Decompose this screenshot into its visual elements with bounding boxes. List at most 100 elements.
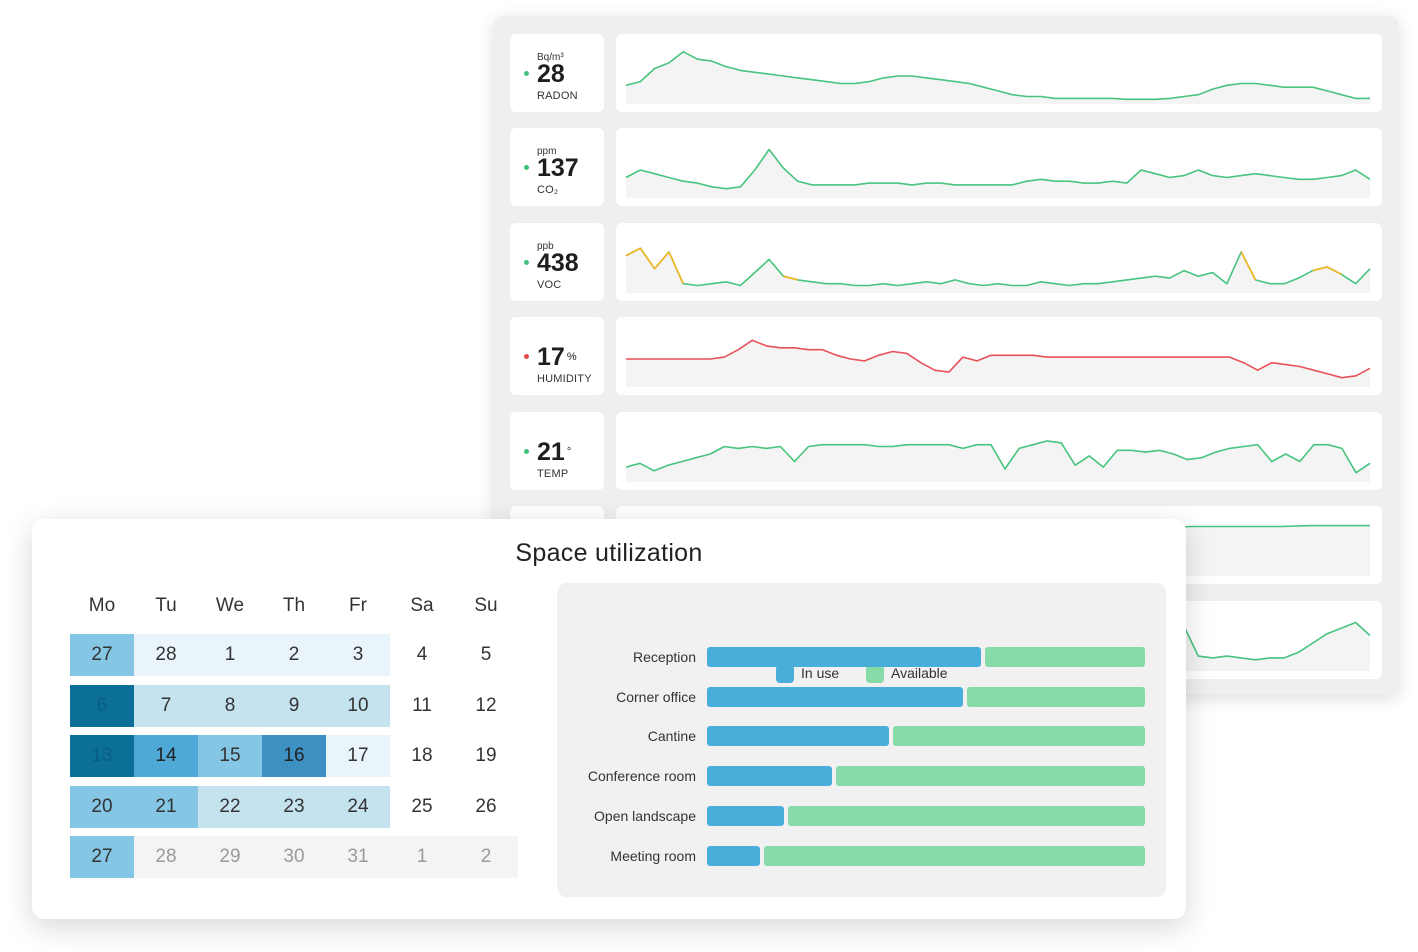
sparkline-warning-segment — [668, 251, 685, 285]
sensor-row-humidity[interactable]: 17% HUMIDITY — [494, 317, 1398, 395]
calendar-day[interactable]: 27 — [70, 634, 134, 676]
sparkline-line — [625, 247, 1371, 287]
calendar-day[interactable]: 22 — [198, 785, 262, 828]
room-label: Cantine — [647, 728, 696, 745]
calendar-day[interactable]: 31 — [326, 836, 390, 878]
calendar-day[interactable]: 1 — [390, 836, 454, 878]
sparkline-warning-segment — [1240, 251, 1257, 281]
sensor-row-co2[interactable]: ppm 137 CO₂ — [494, 128, 1398, 206]
bar-available[interactable] — [763, 845, 1145, 866]
calendar-day[interactable]: 27 — [70, 836, 134, 878]
calendar-day[interactable]: 26 — [454, 785, 518, 828]
sparkline-line — [625, 148, 1371, 190]
sparkline-line — [625, 50, 1370, 101]
calendar-day[interactable]: 2 — [454, 836, 518, 878]
sparkline-chart — [625, 247, 1371, 293]
metric-label: HUMIDITY — [537, 373, 592, 385]
metric-unit: ppm — [537, 146, 557, 157]
bar-available[interactable] — [787, 805, 1145, 826]
calendar-day[interactable]: 6 — [70, 684, 134, 727]
calendar-day[interactable]: 13 — [70, 735, 134, 777]
metric-card[interactable]: 17% HUMIDITY — [510, 317, 604, 395]
bar-in-use[interactable] — [707, 805, 784, 826]
calendar-day[interactable]: 15 — [198, 735, 262, 777]
calendar-day[interactable]: 28 — [134, 836, 198, 878]
calendar-day[interactable]: 4 — [390, 634, 454, 676]
sensor-row-radon[interactable]: Bq/m³ 28 RADON — [494, 34, 1398, 112]
sparkline-card[interactable] — [616, 223, 1382, 301]
calendar-day[interactable]: 10 — [326, 684, 390, 727]
calendar-day[interactable]: 14 — [134, 735, 198, 777]
bar-available[interactable] — [984, 647, 1145, 667]
status-dot — [524, 449, 529, 454]
calendar-day[interactable]: 21 — [134, 785, 198, 828]
metric-value: 137 — [537, 154, 579, 182]
weekday-header: Tu — [155, 595, 177, 616]
sparkline-line — [625, 440, 1371, 474]
bar-available[interactable] — [967, 686, 1145, 707]
calendar-day[interactable]: 3 — [326, 634, 390, 676]
metric-label: CO₂ — [537, 184, 559, 196]
calendar-day[interactable]: 2 — [262, 634, 326, 676]
sparkline-chart — [625, 440, 1371, 482]
calendar-day[interactable]: 28 — [134, 634, 198, 676]
calendar-day[interactable]: 1 — [198, 634, 262, 676]
calendar-day[interactable]: 9 — [262, 684, 326, 727]
sparkline-card[interactable] — [616, 412, 1382, 490]
bar-available[interactable] — [892, 726, 1145, 747]
calendar-day[interactable]: 11 — [390, 684, 454, 727]
calendar-day[interactable]: 29 — [198, 836, 262, 878]
calendar-day[interactable]: 12 — [454, 684, 518, 727]
bar-in-use[interactable] — [707, 766, 833, 787]
metric-card[interactable]: ppb 438 VOC — [510, 223, 604, 301]
calendar-day[interactable]: 30 — [262, 836, 326, 878]
bar-in-use[interactable] — [707, 647, 981, 667]
sparkline-warning-segment — [639, 247, 656, 270]
sparkline-card[interactable] — [616, 128, 1382, 206]
calendar-day[interactable]: 19 — [454, 735, 518, 777]
calendar-day[interactable]: 18 — [390, 735, 454, 777]
bar-available[interactable] — [836, 766, 1145, 787]
legend-in-use: In use — [801, 665, 840, 681]
bar-in-use[interactable] — [707, 845, 760, 866]
status-dot — [524, 354, 529, 359]
calendar-day[interactable]: 17 — [326, 735, 390, 777]
metric-value: 438 — [537, 249, 579, 277]
metric-card[interactable]: 21 ° TEMP — [510, 412, 604, 490]
calendar-day[interactable]: 8 — [198, 684, 262, 727]
weekday-header: Mo — [88, 595, 116, 616]
calendar-day[interactable]: 24 — [326, 785, 390, 828]
space-utilization-panel: Space utilization Mo Tu We Th Fr Sa Su 27 28 1 2 3 4… — [32, 519, 1186, 919]
sparkline-warning-segment — [625, 247, 641, 257]
sparkline-chart — [626, 339, 1371, 387]
panel-title: Space utilization — [515, 539, 703, 567]
status-dot — [524, 260, 529, 265]
sparkline-card[interactable] — [616, 317, 1382, 395]
metric-value: 17% — [537, 343, 577, 371]
legend-swatch-in-use — [776, 665, 794, 683]
sparkline-card[interactable] — [616, 34, 1382, 112]
calendar-day[interactable]: 20 — [70, 785, 134, 828]
metric-card[interactable]: Bq/m³ 28 RADON — [510, 34, 604, 112]
sparkline-line — [626, 339, 1371, 379]
sparkline-area — [626, 248, 1370, 293]
sparkline-area — [626, 440, 1370, 482]
bar-in-use[interactable] — [707, 726, 889, 747]
calendar-day[interactable]: 16 — [262, 735, 326, 777]
calendar-day[interactable]: 7 — [134, 684, 198, 727]
room-label: Corner office — [616, 688, 696, 705]
metric-label: RADON — [537, 90, 578, 102]
sparkline-chart — [625, 148, 1371, 198]
calendar-day[interactable]: 5 — [454, 634, 518, 676]
sparkline-chart — [625, 50, 1370, 104]
status-dot — [524, 71, 529, 76]
calendar-day[interactable]: 25 — [390, 785, 454, 828]
sensor-row-voc[interactable]: ppb 438 VOC — [494, 223, 1398, 301]
sensor-row-temp[interactable]: 21 ° TEMP — [494, 412, 1398, 490]
sparkline-area — [626, 149, 1370, 198]
calendar-day[interactable]: 23 — [262, 785, 326, 828]
bar-in-use[interactable] — [707, 686, 964, 707]
sparkline-area — [626, 340, 1370, 387]
weekday-header: Fr — [349, 595, 367, 616]
metric-card[interactable]: ppm 137 CO₂ — [510, 128, 604, 206]
